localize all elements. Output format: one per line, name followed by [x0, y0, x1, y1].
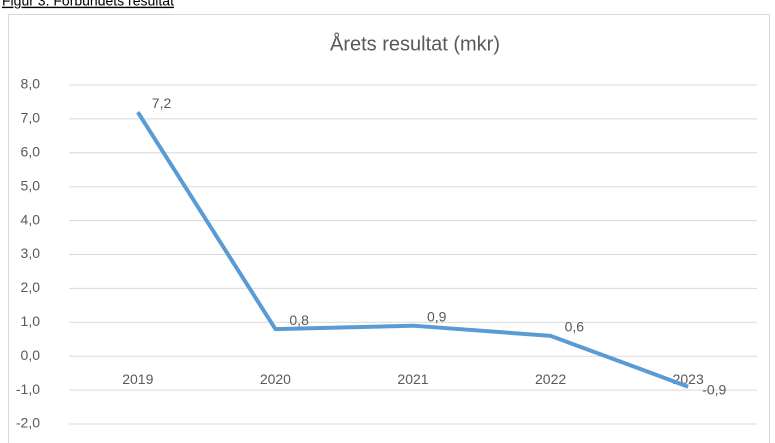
data-label: 0,6 — [565, 319, 585, 335]
x-tick-label: 2019 — [122, 371, 153, 387]
x-tick-label: 2021 — [397, 371, 428, 387]
chart-title: Årets resultat (mkr) — [330, 32, 500, 55]
x-tick-label: 2020 — [260, 371, 291, 387]
y-tick-label: 5,0 — [21, 177, 41, 193]
data-label: -0,9 — [702, 381, 726, 397]
y-tick-label: 6,0 — [21, 144, 41, 160]
y-tick-label: 2,0 — [21, 279, 41, 295]
y-tick-label: 0,0 — [21, 347, 41, 363]
y-tick-label: -2,0 — [16, 415, 40, 431]
y-tick-label: 3,0 — [21, 245, 41, 261]
y-tick-label: 1,0 — [21, 313, 41, 329]
data-label: 7,2 — [152, 95, 172, 111]
y-tick-label: 4,0 — [21, 211, 41, 227]
y-tick-label: -1,0 — [16, 381, 40, 397]
data-line — [136, 111, 689, 389]
x-tick-label: 2022 — [535, 371, 566, 387]
y-tick-label: 8,0 — [21, 76, 41, 92]
data-label: 0,8 — [289, 312, 309, 328]
data-label: 0,9 — [427, 308, 447, 324]
caption: Figur 3. Förbundets resultat — [2, 0, 174, 9]
y-tick-label: 7,0 — [21, 110, 41, 126]
